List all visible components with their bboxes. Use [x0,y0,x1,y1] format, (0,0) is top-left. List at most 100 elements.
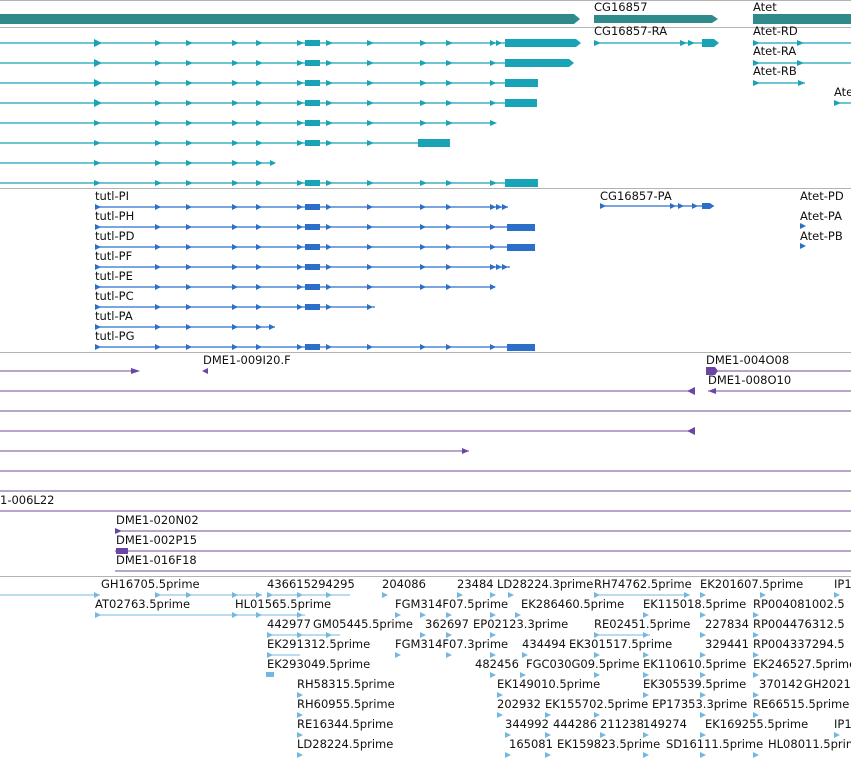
est-row[interactable] [95,612,759,618]
cds-label-tutl-pg[interactable]: tutl-PG [95,329,135,343]
est-label[interactable]: 436615294295 [267,577,355,591]
clone-dme1-020n02[interactable] [115,528,851,534]
cds-cg16857-pa[interactable] [600,203,714,209]
transcript-label-atet-rb[interactable]: Atet-RB [753,64,797,78]
est-label[interactable]: IP1 [834,717,851,731]
est-label[interactable]: EK169255.5prime [705,717,809,731]
est-label[interactable]: 211238 [600,717,644,731]
transcript-label-atet-ra[interactable]: Atet-RA [753,44,797,58]
transcript-label-atet-rd[interactable]: Atet-RD [753,24,798,38]
cds-row[interactable] [95,284,496,290]
est-row[interactable] [297,692,759,698]
gene-tutl-bar[interactable] [0,14,580,24]
cds-label-tutl-pa[interactable]: tutl-PA [95,309,133,323]
est-label[interactable]: 444286 [553,717,597,731]
cds-row[interactable] [95,304,375,310]
clone-label-dme1-009i20-f[interactable]: DME1-009I20.F [203,353,291,367]
est-label[interactable]: RP004337294.5 [753,637,845,651]
transcript-row[interactable] [0,160,276,166]
est-row[interactable] [267,632,759,638]
est-label[interactable]: RP004081002.5 [753,597,845,611]
transcript-row[interactable] [0,99,537,107]
est-label[interactable]: 344992 [505,717,549,731]
est-label[interactable]: RH74762.5prime [594,577,692,591]
clone-label-dme1-006l22[interactable]: 1-006L22 [0,493,55,507]
est-label[interactable]: GM05445.5prime [313,617,413,631]
est-label[interactable]: 434494 [522,637,566,651]
clone-dme1-002p15[interactable] [115,548,851,554]
est-label[interactable]: FGM314F07.3prime [395,637,509,651]
est-label[interactable]: EK110610.5prime [643,657,747,671]
est-label[interactable]: 149274 [643,717,687,731]
clone-label-dme1-016f18[interactable]: DME1-016F18 [116,553,197,567]
est-label[interactable]: RE02451.5prime [594,617,691,631]
est-label[interactable]: EK159823.5prime [557,737,661,751]
est-label[interactable]: 442977 [267,617,311,631]
est-label[interactable]: EK293049.5prime [267,657,371,671]
clone-row[interactable] [0,427,695,435]
est-label[interactable]: SD16111.5prime [666,737,764,751]
est-label[interactable]: RE16344.5prime [297,717,394,731]
transcript-label-atet-partial[interactable]: Atet [834,85,851,99]
est-label[interactable]: EK149010.5prime [497,677,601,691]
transcript-cg16857-ra[interactable] [594,39,719,47]
est-row[interactable] [0,592,840,598]
cds-atet-pd[interactable] [800,223,806,229]
transcript-row[interactable] [0,59,574,67]
est-row[interactable] [267,652,759,658]
est-label[interactable]: FGC030G09.5prime [526,657,640,671]
est-label[interactable]: 165081 [509,737,553,751]
est-label[interactable]: RE66515.5prime [753,697,850,711]
est-label[interactable]: RH58315.5prime [297,677,395,691]
est-label[interactable]: GH2021 [804,677,851,691]
cds-atet-pa[interactable] [800,243,806,249]
est-label[interactable]: RP004476312.5 [753,617,845,631]
est-row[interactable] [266,672,759,678]
transcript-atet-ra[interactable] [753,60,851,66]
est-label[interactable]: LD28224.3prime [497,577,594,591]
clone-label-dme1-008o10[interactable]: DME1-008O10 [708,373,792,387]
transcript-label-cg16857-ra[interactable]: CG16857-RA [594,24,668,38]
est-label[interactable]: EK305539.5prime [643,677,747,691]
est-label[interactable]: EP17353.3prime [652,697,748,711]
clone-label-dme1-002p15[interactable]: DME1-002P15 [116,533,198,547]
est-row[interactable] [297,752,759,758]
est-label[interactable]: 370142 [759,677,803,691]
transcript-atet-rd[interactable] [753,40,851,46]
cds-label-tutl-ph[interactable]: tutl-PH [95,209,135,223]
est-label[interactable]: 23484 [457,577,494,591]
est-label[interactable]: 204086 [382,577,426,591]
est-label[interactable]: EP02123.3prime [473,617,569,631]
est-label[interactable]: EK115018.5prime [643,597,747,611]
est-label[interactable]: 362697 [425,617,469,631]
est-label[interactable]: 329441 [705,637,749,651]
transcript-row[interactable] [0,39,581,47]
est-label[interactable]: 482456 [475,657,519,671]
gene-cg16857-bar[interactable] [594,15,718,23]
est-label[interactable]: EK155702.5prime [545,697,649,711]
est-label[interactable]: LD28224.5prime [297,737,394,751]
est-label[interactable]: 202932 [497,697,541,711]
transcript-row[interactable] [0,179,538,187]
est-label[interactable]: EK301517.5prime [569,637,673,651]
gene-label-cg16857[interactable]: CG16857 [594,0,648,14]
cds-row[interactable] [95,204,508,210]
est-label[interactable]: EK291312.5prime [267,637,371,651]
est-label[interactable]: AT02763.5prime [95,597,191,611]
est-label[interactable]: FGM314F07.5prime [395,597,509,611]
gene-atet-bar[interactable] [753,14,851,24]
transcript-row[interactable] [0,120,497,126]
cds-label-tutl-pf[interactable]: tutl-PF [95,249,133,263]
est-label[interactable]: RH60955.5prime [297,697,395,711]
est-label[interactable]: EK201607.5prime [700,577,804,591]
transcript-row[interactable] [0,139,450,147]
est-label[interactable]: EK246527.5prime [753,657,851,671]
clone-label-dme1-020n02[interactable]: DME1-020N02 [116,513,199,527]
transcript-atet-partial[interactable] [834,100,851,106]
clone-row[interactable] [0,387,851,395]
est-label[interactable]: GH16705.5prime [101,577,200,591]
cds-label-tutl-pd[interactable]: tutl-PD [95,229,135,243]
gene-label-atet[interactable]: Atet [753,0,777,14]
est-label[interactable]: EK286460.5prime [521,597,625,611]
transcript-row[interactable] [0,79,538,87]
